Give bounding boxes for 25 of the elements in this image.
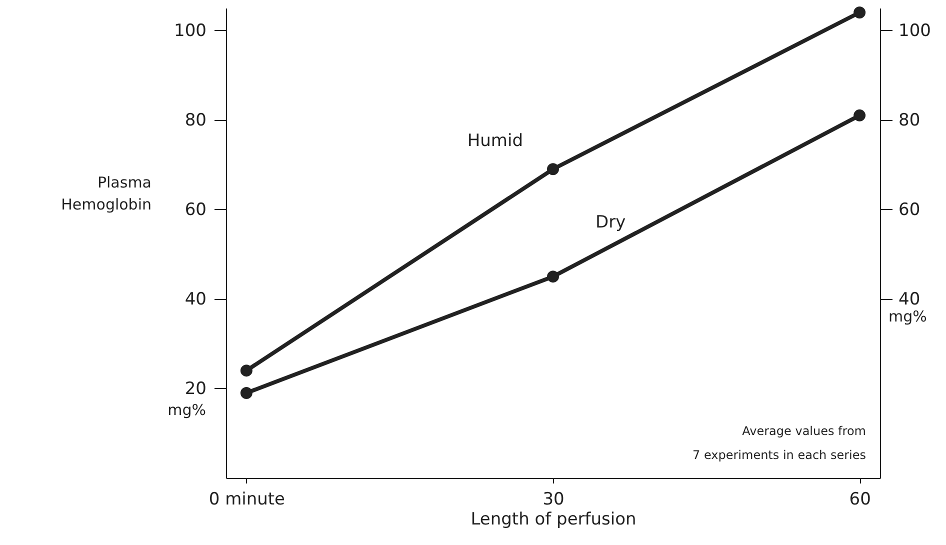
y-tick-label: 60 [184,200,206,220]
y2-tick-label: 60 [898,200,920,220]
annotation: Average values from 7 experiments in each series [692,424,866,462]
series-label: Humid [467,131,523,152]
series-label: Dry [596,212,626,232]
x-axis-title: Length of perfusion [470,510,636,530]
y-axis-title: Plasma Hemoglobin [61,173,152,214]
point [854,6,866,18]
y-tick-label: 20 [184,378,206,399]
y2-axis-title: mg% [888,307,927,326]
y-tick-label: 100 [174,20,206,41]
point [240,386,252,399]
x-tick-label: 60 [849,490,871,510]
point [854,109,866,122]
point [240,364,252,377]
y2-tick-label: 100 [898,20,931,41]
y-tick-label: 40 [184,289,206,310]
point [547,270,559,283]
y2-tick-label: 40 [898,289,920,310]
point [547,163,559,176]
x-tick-label: 0 minute [208,490,286,510]
x-tick-label: 30 [542,490,564,510]
text: mg% [168,400,206,419]
y-tick-label: 80 [184,110,206,130]
y2-tick-label: 80 [898,110,920,130]
